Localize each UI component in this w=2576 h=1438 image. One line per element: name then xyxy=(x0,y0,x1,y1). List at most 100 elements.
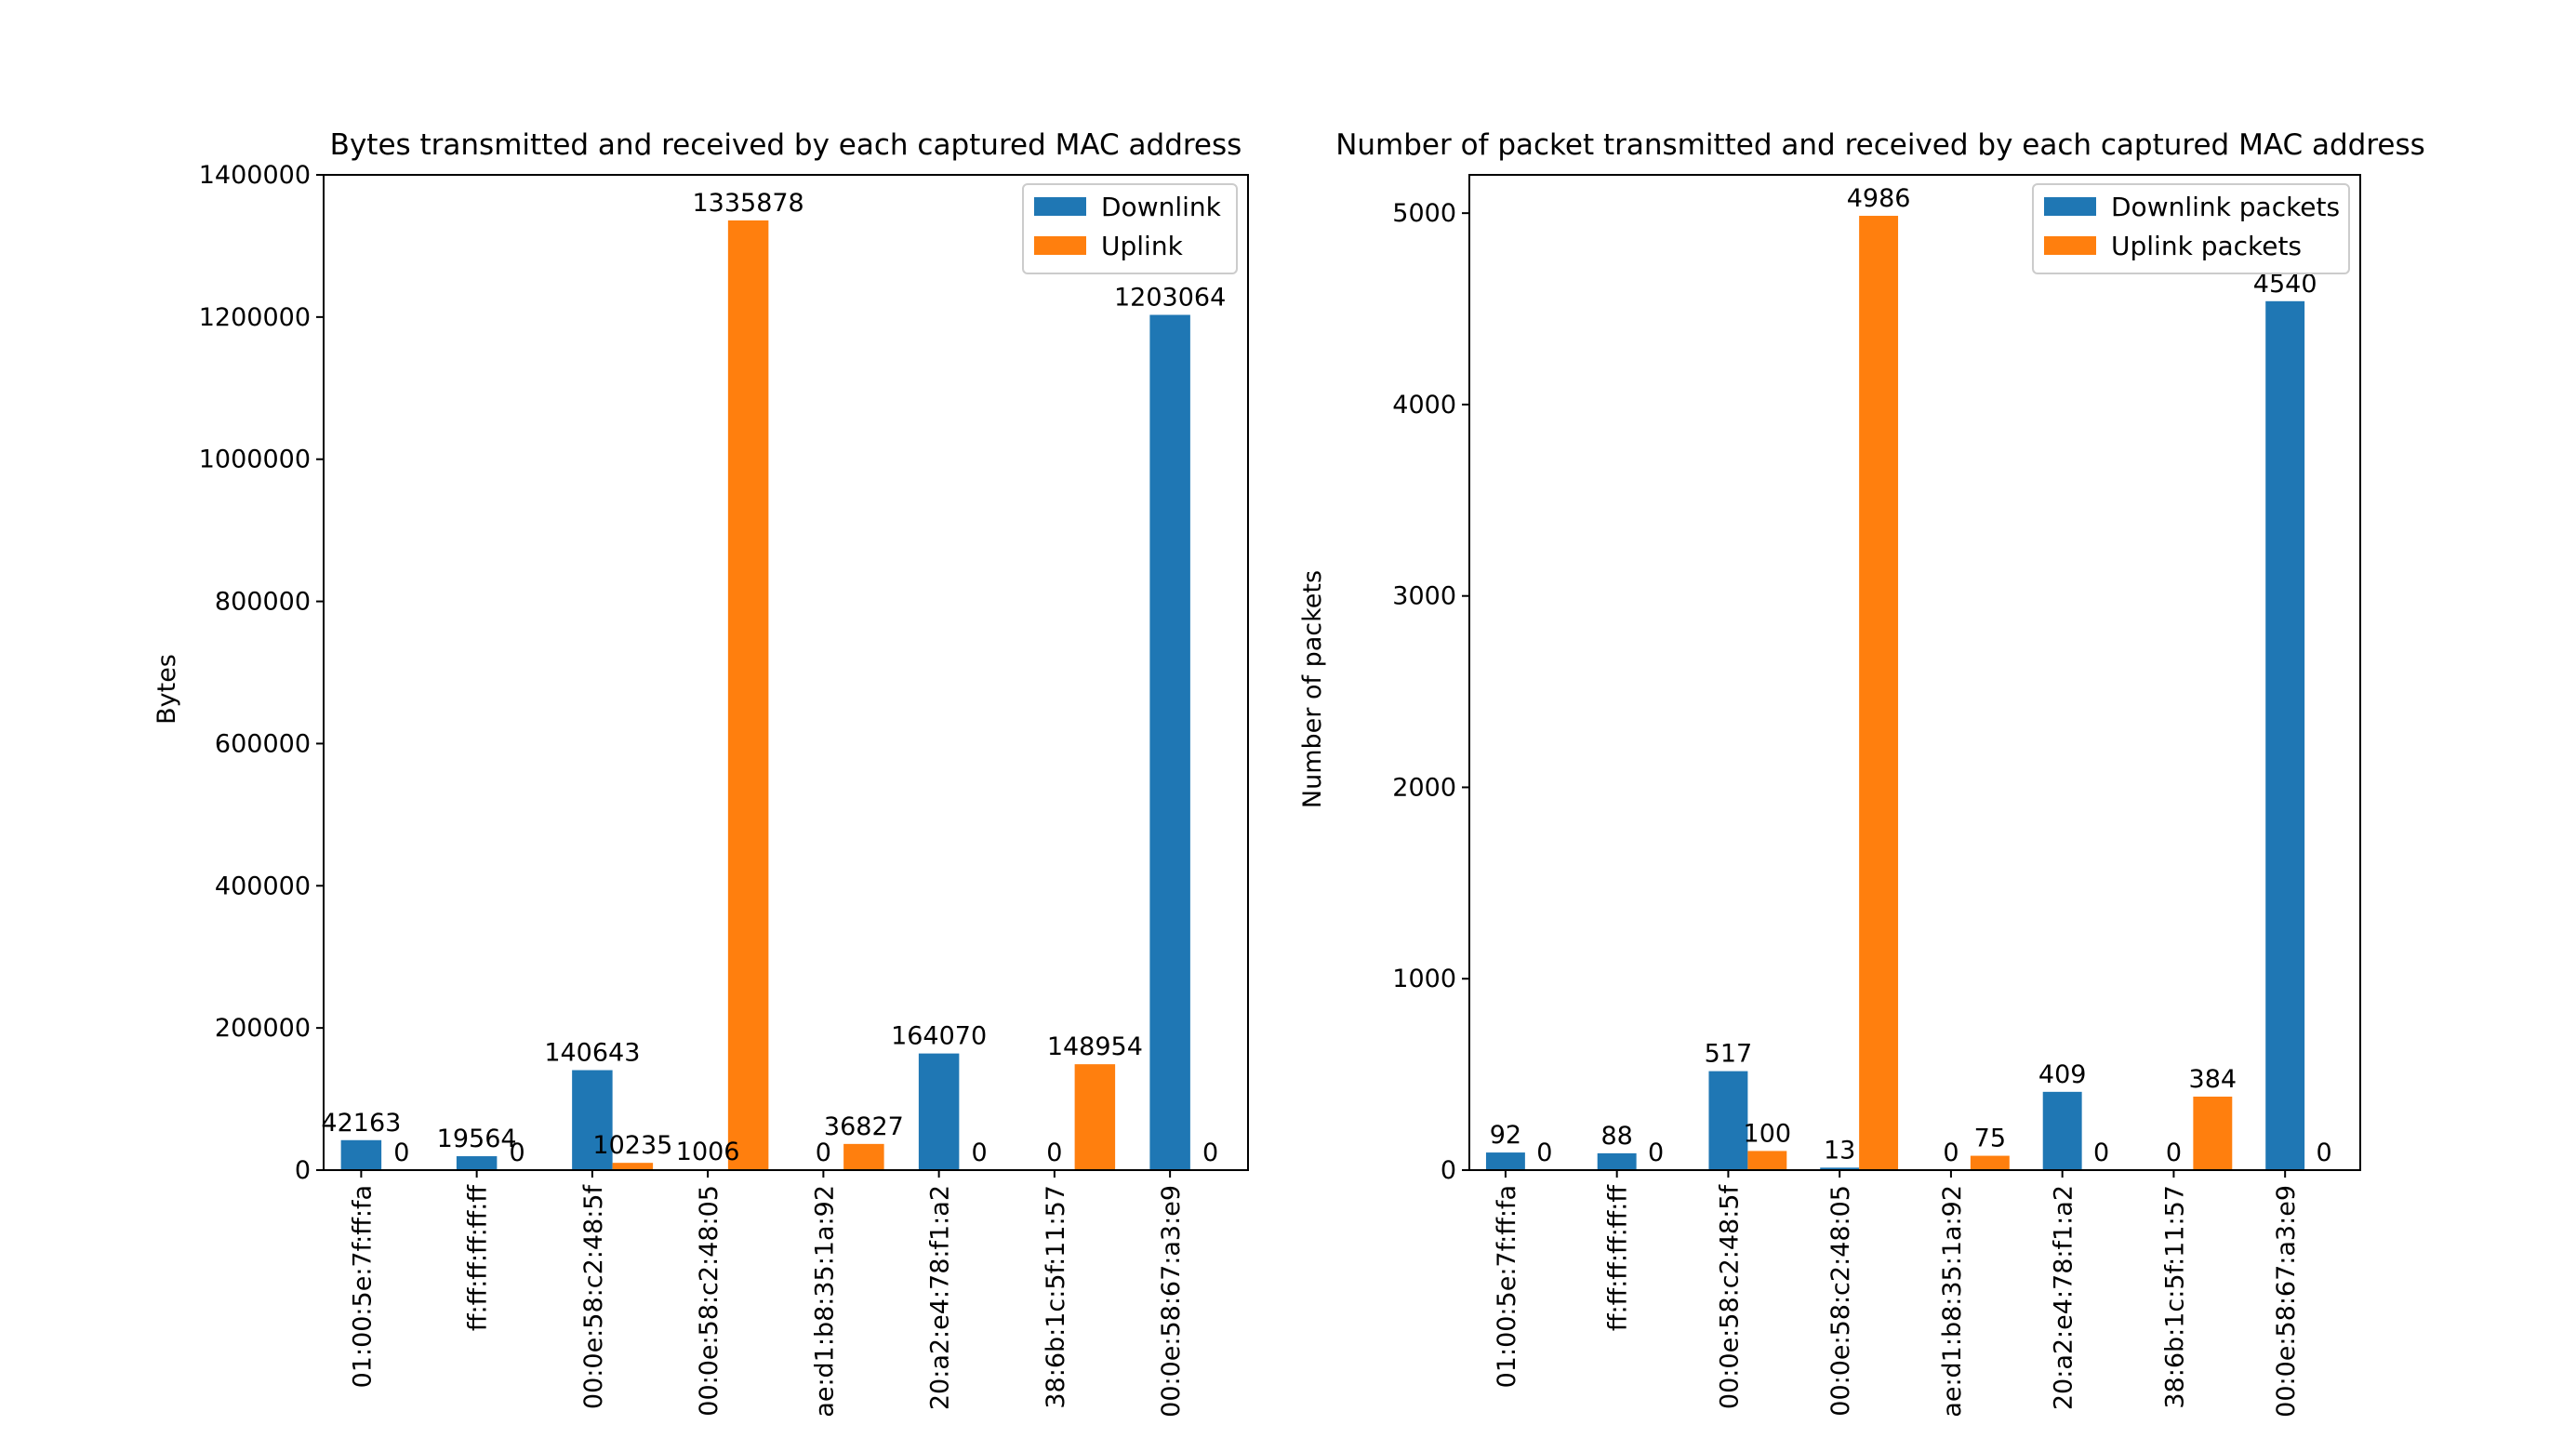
x-tick-label: 00:0e:58:67:a3:e9 xyxy=(1157,1185,1186,1418)
legend-label: Uplink packets xyxy=(2111,231,2302,261)
bar-value-label: 409 xyxy=(2038,1060,2087,1089)
uplink-bar xyxy=(1074,1064,1116,1170)
x-tick-label: 00:0e:58:c2:48:05 xyxy=(1826,1185,1855,1417)
bar-value-label: 1006 xyxy=(676,1138,740,1166)
x-tick-label: ff:ff:ff:ff:ff:ff xyxy=(464,1184,493,1331)
uplink-bar xyxy=(612,1163,654,1170)
x-tick-label: 00:0e:58:67:a3:e9 xyxy=(2272,1185,2301,1418)
chart-title: Bytes transmitted and received by each c… xyxy=(330,128,1242,162)
bars xyxy=(1485,216,2305,1170)
legend-swatch xyxy=(2044,236,2096,255)
y-tick-label: 1000 xyxy=(1392,965,1456,993)
bar-value-label: 4986 xyxy=(1847,184,1911,213)
y-tick-label: 400000 xyxy=(215,872,311,900)
bar-labels: 42163 19564 140643 1006 0 164070 0 1203064 0 0 102… xyxy=(321,189,1226,1167)
x-tick-label: 01:00:5e:7f:ff:fa xyxy=(348,1185,377,1388)
legend-swatch xyxy=(1034,236,1086,255)
chart-title: Number of packet transmitted and receive… xyxy=(1335,128,2425,162)
bar-value-label: 0 xyxy=(972,1138,988,1167)
bar-value-label: 0 xyxy=(1943,1138,1959,1167)
x-tick-label: ae:d1:b8:35:1a:92 xyxy=(810,1185,839,1418)
bar-value-label: 0 xyxy=(393,1138,409,1167)
bar-value-label: 42163 xyxy=(321,1109,401,1138)
bar-value-label: 0 xyxy=(2316,1138,2331,1167)
legend-box xyxy=(2032,183,2350,274)
bar-value-label: 0 xyxy=(1536,1138,1552,1167)
x-axis: 01:00:5e:7f:ff:fa ff:ff:ff:ff:ff:ff 00:0e:… xyxy=(1493,1170,2301,1418)
uplink-bar xyxy=(1859,216,1899,1170)
bars xyxy=(340,220,1190,1171)
legend: Downlink packets Uplink packets xyxy=(2032,183,2350,274)
bar-value-label: 100 xyxy=(1744,1119,1792,1148)
legend-label: Uplink xyxy=(1101,231,1184,261)
bar-value-label: 1203064 xyxy=(1114,284,1226,313)
downlink-bar xyxy=(2042,1091,2082,1170)
y-tick-label: 800000 xyxy=(215,588,311,617)
plot-frame xyxy=(1468,174,2361,1171)
uplink-bar xyxy=(1970,1155,2010,1170)
downlink-bar xyxy=(572,1070,613,1170)
uplink-bar xyxy=(843,1143,884,1170)
bar-value-label: 75 xyxy=(1974,1125,2006,1153)
bar-value-label: 0 xyxy=(1202,1138,1218,1167)
bar-value-label: 0 xyxy=(2093,1138,2109,1167)
legend-swatch xyxy=(2044,197,2096,216)
bar-value-label: 36827 xyxy=(824,1112,904,1141)
y-axis: 0 200000 400000 600000 800000 1000000 1200000 1… xyxy=(199,161,324,1185)
bar-value-label: 10235 xyxy=(592,1131,672,1160)
uplink-bar xyxy=(727,220,769,1171)
legend-swatch xyxy=(1034,197,1086,216)
bar-value-label: 148954 xyxy=(1047,1032,1143,1061)
y-tick-label: 1200000 xyxy=(199,303,311,332)
uplink-bar xyxy=(1747,1151,1787,1170)
bytes-chart: Bytes transmitted and received by each c… xyxy=(153,128,1249,1418)
bar-value-label: 517 xyxy=(1705,1040,1753,1069)
downlink-bar xyxy=(456,1156,498,1170)
y-tick-label: 4000 xyxy=(1392,391,1456,419)
downlink-bar xyxy=(1485,1152,1525,1170)
bar-value-label: 13 xyxy=(1824,1136,1855,1165)
bar-value-label: 0 xyxy=(1648,1138,1664,1167)
y-tick-label: 0 xyxy=(1441,1156,1456,1185)
bar-value-label: 384 xyxy=(2189,1065,2237,1094)
bar-value-label: 0 xyxy=(510,1138,525,1167)
legend: Downlink Uplink xyxy=(1022,183,1238,274)
downlink-bar xyxy=(2265,300,2305,1170)
y-tick-label: 5000 xyxy=(1392,199,1456,228)
bar-value-label: 0 xyxy=(816,1138,831,1167)
bar-value-label: 164070 xyxy=(891,1022,987,1051)
plot-frame xyxy=(323,174,1249,1171)
x-tick-label: 38:6b:1c:5f:11:57 xyxy=(1042,1185,1070,1409)
y-tick-label: 1400000 xyxy=(199,161,311,190)
x-tick-label: 38:6b:1c:5f:11:57 xyxy=(2160,1185,2189,1409)
x-tick-label: 00:0e:58:c2:48:5f xyxy=(579,1184,608,1410)
x-tick-label: ff:ff:ff:ff:ff:ff xyxy=(1604,1184,1633,1331)
bar-value-label: 88 xyxy=(1600,1122,1632,1151)
x-tick-label: 00:0e:58:c2:48:05 xyxy=(695,1185,724,1417)
y-tick-label: 200000 xyxy=(215,1014,311,1043)
bar-value-label: 0 xyxy=(1046,1138,1062,1167)
y-tick-label: 3000 xyxy=(1392,582,1456,611)
x-tick-label: ae:d1:b8:35:1a:92 xyxy=(1938,1185,1967,1418)
bar-value-label: 1335878 xyxy=(692,189,803,218)
bar-value-label: 19564 xyxy=(437,1125,517,1153)
x-tick-label: 20:a2:e4:78:f1:a2 xyxy=(2050,1185,2078,1410)
y-axis-label: Bytes xyxy=(153,654,181,725)
x-axis: 01:00:5e:7f:ff:fa ff:ff:ff:ff:ff:ff 00:0e:… xyxy=(348,1170,1186,1418)
bar-value-label: 0 xyxy=(2166,1138,2182,1167)
downlink-bar xyxy=(1149,314,1190,1170)
uplink-bar xyxy=(2193,1096,2233,1170)
downlink-bar xyxy=(340,1139,382,1170)
y-axis-label: Number of packets xyxy=(1298,570,1327,808)
y-tick-label: 0 xyxy=(295,1156,311,1185)
legend-label: Downlink xyxy=(1101,192,1222,222)
y-tick-label: 1000000 xyxy=(199,446,311,474)
y-tick-label: 2000 xyxy=(1392,773,1456,802)
downlink-bar xyxy=(1708,1071,1748,1170)
x-tick-label: 01:00:5e:7f:ff:fa xyxy=(1493,1185,1521,1388)
downlink-bar xyxy=(918,1053,960,1170)
legend-label: Downlink packets xyxy=(2111,192,2340,222)
y-tick-label: 600000 xyxy=(215,729,311,758)
